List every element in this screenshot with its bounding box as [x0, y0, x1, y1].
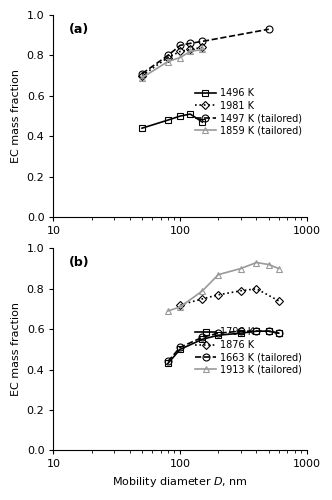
- Legend: 1796 K, 1876 K, 1663 K (tailored), 1913 K (tailored): 1796 K, 1876 K, 1663 K (tailored), 1913 …: [195, 328, 302, 375]
- 1796 K: [277, 330, 281, 336]
- 1496 K: [201, 119, 205, 125]
- Line: 1663 K (tailored): 1663 K (tailored): [164, 328, 282, 365]
- 1496 K: [166, 117, 170, 123]
- Y-axis label: EC mass fraction: EC mass fraction: [11, 69, 21, 163]
- 1876 K: [277, 298, 281, 304]
- 1859 K (tailored): [201, 46, 205, 52]
- 1497 K (tailored): [166, 52, 170, 59]
- Line: 1796 K: 1796 K: [165, 328, 282, 366]
- 1876 K: [254, 286, 258, 292]
- Line: 1496 K: 1496 K: [139, 112, 205, 131]
- Text: (b): (b): [69, 256, 89, 270]
- Legend: 1496 K, 1981 K, 1497 K (tailored), 1859 K (tailored): 1496 K, 1981 K, 1497 K (tailored), 1859 …: [195, 88, 302, 136]
- 1496 K: [178, 113, 182, 119]
- 1913 K (tailored): [277, 266, 281, 272]
- 1796 K: [201, 336, 205, 342]
- 1913 K (tailored): [216, 272, 220, 278]
- 1663 K (tailored): [216, 330, 220, 336]
- 1796 K: [254, 328, 258, 334]
- 1859 K (tailored): [166, 58, 170, 64]
- 1981 K: [140, 72, 144, 78]
- 1859 K (tailored): [140, 74, 144, 80]
- Line: 1876 K: 1876 K: [177, 286, 282, 308]
- X-axis label: Mobility diameter $D$, nm: Mobility diameter $D$, nm: [112, 475, 248, 489]
- 1663 K (tailored): [267, 328, 271, 334]
- 1876 K: [216, 292, 220, 298]
- 1981 K: [166, 54, 170, 60]
- 1876 K: [201, 296, 205, 302]
- 1981 K: [188, 46, 192, 52]
- 1859 K (tailored): [178, 54, 182, 60]
- Line: 1981 K: 1981 K: [139, 44, 205, 78]
- 1913 K (tailored): [239, 266, 243, 272]
- 1497 K (tailored): [267, 26, 271, 32]
- 1796 K: [267, 328, 271, 334]
- 1796 K: [216, 332, 220, 338]
- 1663 K (tailored): [166, 358, 170, 364]
- Line: 1497 K (tailored): 1497 K (tailored): [138, 26, 272, 77]
- 1663 K (tailored): [201, 334, 205, 340]
- 1796 K: [239, 330, 243, 336]
- 1496 K: [188, 111, 192, 117]
- 1496 K: [140, 125, 144, 131]
- 1913 K (tailored): [254, 260, 258, 266]
- 1913 K (tailored): [201, 288, 205, 294]
- 1981 K: [201, 44, 205, 51]
- 1876 K: [178, 302, 182, 308]
- 1497 K (tailored): [178, 42, 182, 48]
- 1497 K (tailored): [201, 38, 205, 44]
- 1663 K (tailored): [254, 328, 258, 334]
- Text: (a): (a): [69, 23, 89, 36]
- Line: 1913 K (tailored): 1913 K (tailored): [165, 260, 282, 314]
- 1663 K (tailored): [239, 328, 243, 334]
- 1859 K (tailored): [188, 48, 192, 54]
- Line: 1859 K (tailored): 1859 K (tailored): [139, 46, 205, 80]
- 1981 K: [178, 48, 182, 54]
- 1663 K (tailored): [178, 344, 182, 350]
- 1497 K (tailored): [188, 40, 192, 46]
- Y-axis label: EC mass fraction: EC mass fraction: [11, 302, 21, 396]
- 1796 K: [178, 346, 182, 352]
- 1913 K (tailored): [178, 304, 182, 310]
- 1796 K: [166, 360, 170, 366]
- 1876 K: [239, 288, 243, 294]
- 1497 K (tailored): [140, 70, 144, 76]
- 1913 K (tailored): [166, 308, 170, 314]
- 1913 K (tailored): [267, 262, 271, 268]
- 1663 K (tailored): [277, 330, 281, 336]
